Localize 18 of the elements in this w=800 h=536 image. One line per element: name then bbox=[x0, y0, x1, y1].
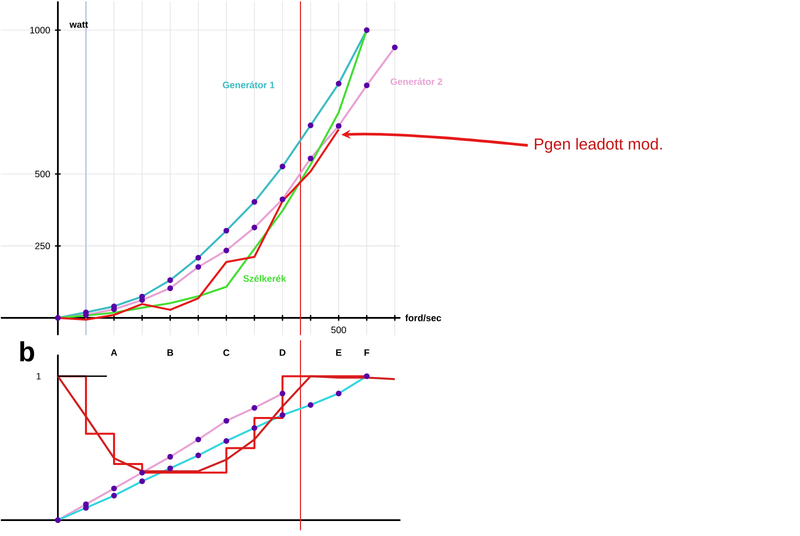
y-tick-label: 250 bbox=[35, 242, 50, 250]
y-tick-label: 1000 bbox=[30, 26, 50, 34]
x-tick-label: E bbox=[336, 349, 342, 356]
text: Pgen leadott mod. bbox=[534, 138, 662, 153]
text: b bbox=[20, 341, 34, 362]
series-label: Generátor 2 bbox=[390, 78, 442, 85]
series-label: Szélkerék bbox=[243, 274, 286, 282]
text: Generátor 1 bbox=[222, 81, 274, 88]
y-axis-title: watt bbox=[69, 21, 88, 28]
x-tick-label: C bbox=[223, 349, 230, 356]
text: 1 bbox=[36, 372, 41, 380]
annotation: 500 bbox=[331, 326, 346, 333]
x-tick-label: B bbox=[167, 349, 174, 356]
x-tick-label: A bbox=[110, 349, 118, 356]
x-axis-title: ford/sec bbox=[405, 314, 442, 322]
x-tick-label: D bbox=[280, 349, 286, 356]
x-tick-label: F bbox=[364, 349, 370, 356]
y-tick-label: 500 bbox=[35, 170, 50, 178]
